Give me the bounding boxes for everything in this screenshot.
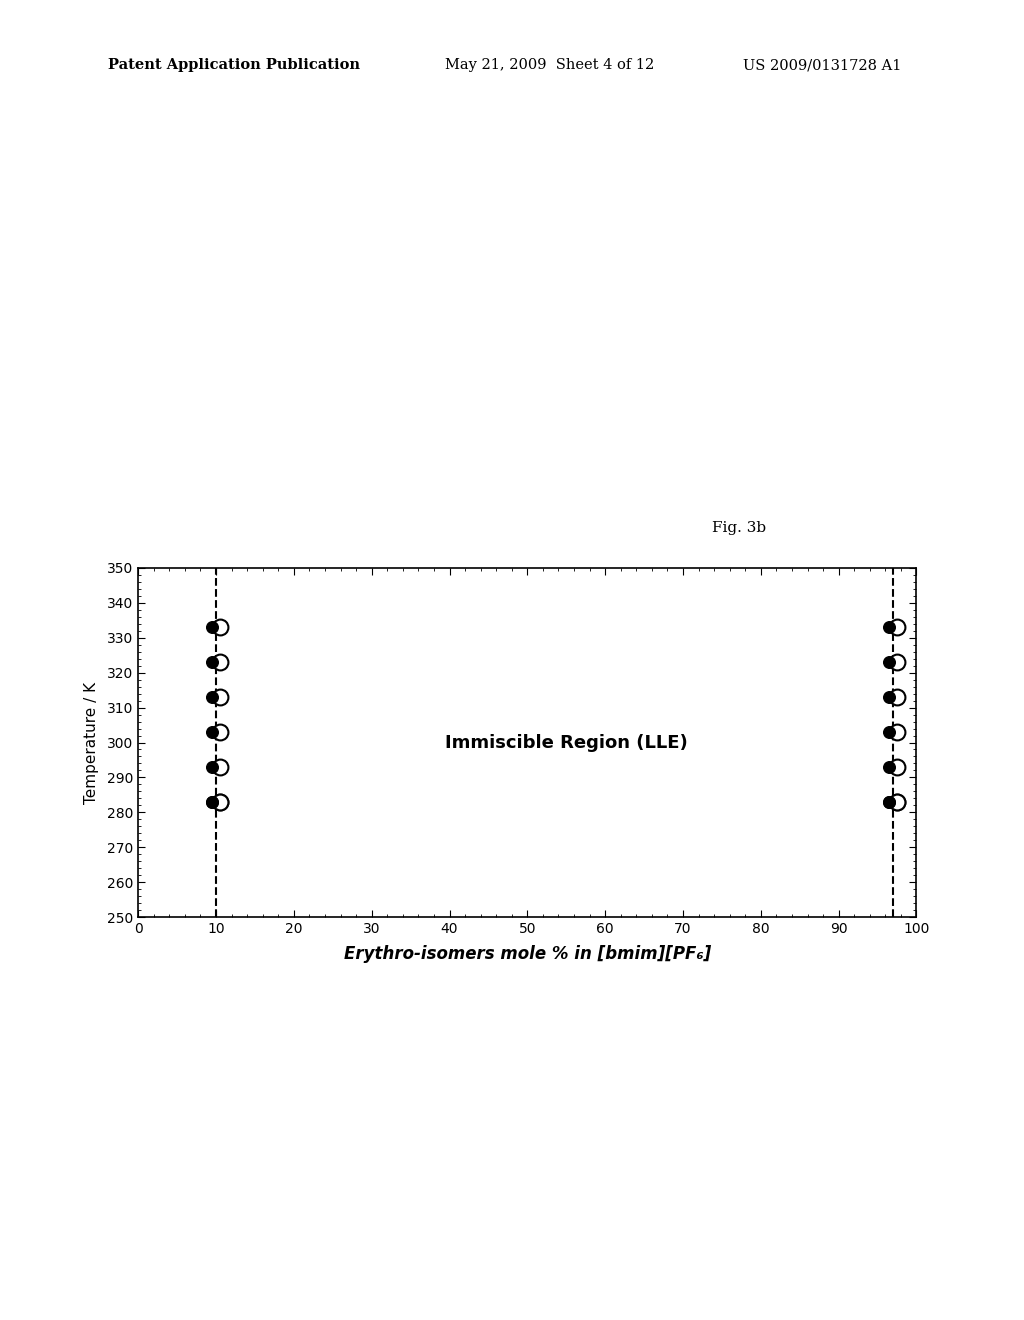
Y-axis label: Temperature / K: Temperature / K bbox=[84, 681, 98, 804]
Point bbox=[889, 686, 905, 708]
Point bbox=[212, 652, 228, 673]
Point bbox=[204, 722, 220, 743]
Point bbox=[204, 616, 220, 638]
Point bbox=[889, 792, 905, 813]
Point bbox=[204, 792, 220, 813]
Point bbox=[889, 792, 905, 813]
Point bbox=[889, 652, 905, 673]
Point bbox=[204, 756, 220, 777]
Text: Immiscible Region (LLE): Immiscible Region (LLE) bbox=[444, 734, 688, 751]
Point bbox=[881, 616, 897, 638]
Point bbox=[881, 652, 897, 673]
Point bbox=[212, 616, 228, 638]
Point bbox=[212, 756, 228, 777]
Point bbox=[889, 756, 905, 777]
Point bbox=[889, 616, 905, 638]
Text: Fig. 3b: Fig. 3b bbox=[712, 521, 766, 536]
Point bbox=[204, 792, 220, 813]
Point bbox=[881, 686, 897, 708]
Point bbox=[881, 792, 897, 813]
Point bbox=[881, 722, 897, 743]
Point bbox=[212, 722, 228, 743]
Point bbox=[204, 686, 220, 708]
Text: May 21, 2009  Sheet 4 of 12: May 21, 2009 Sheet 4 of 12 bbox=[445, 58, 654, 73]
Point bbox=[881, 792, 897, 813]
Point bbox=[881, 756, 897, 777]
X-axis label: Erythro-isomers mole % in [bmim][PF₆]: Erythro-isomers mole % in [bmim][PF₆] bbox=[344, 945, 711, 962]
Point bbox=[212, 686, 228, 708]
Point bbox=[212, 792, 228, 813]
Point bbox=[204, 652, 220, 673]
Point bbox=[889, 722, 905, 743]
Text: Patent Application Publication: Patent Application Publication bbox=[108, 58, 359, 73]
Text: US 2009/0131728 A1: US 2009/0131728 A1 bbox=[742, 58, 901, 73]
Point bbox=[212, 792, 228, 813]
